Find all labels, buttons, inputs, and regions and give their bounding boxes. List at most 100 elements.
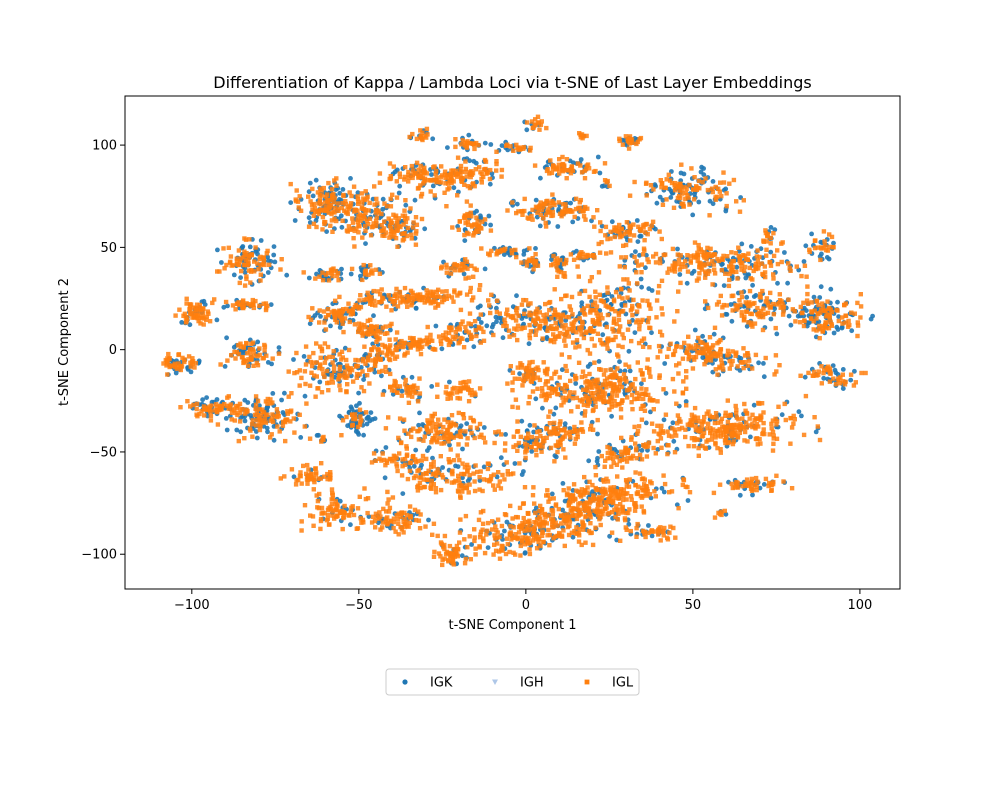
igl-point (365, 290, 370, 295)
igl-point (635, 281, 640, 286)
igk-point (234, 427, 240, 433)
igk-point (366, 514, 372, 519)
igl-point (315, 386, 320, 391)
igk-point (599, 183, 605, 189)
igl-point (380, 451, 385, 456)
igl-point (403, 219, 409, 225)
igl-point (617, 294, 622, 299)
igl-point (504, 143, 509, 148)
igl-point (374, 515, 379, 520)
igl-point (332, 216, 337, 221)
igl-point (557, 171, 562, 176)
igk-point (677, 272, 683, 277)
igl-point (644, 387, 649, 392)
igl-point (330, 513, 335, 518)
igl-point (429, 482, 434, 488)
igl-point (388, 297, 393, 302)
igl-point (612, 234, 618, 240)
igl-point (671, 205, 677, 210)
igl-point (357, 224, 362, 229)
igl-point (434, 473, 439, 478)
igl-point (322, 208, 327, 213)
igl-point (363, 268, 369, 273)
igl-point (430, 420, 435, 425)
igk-point (723, 311, 729, 317)
igk-point (502, 528, 507, 534)
igl-point (604, 376, 610, 381)
igl-point (387, 223, 393, 228)
igl-point (557, 330, 563, 336)
igl-point (277, 429, 282, 434)
igk-point (447, 442, 452, 448)
igl-point (494, 252, 499, 257)
igl-point (344, 389, 349, 394)
igl-point (370, 302, 375, 307)
igl-point (555, 274, 560, 279)
igl-point (658, 178, 663, 183)
igl-point (625, 455, 630, 461)
igl-point (226, 394, 231, 399)
igl-point (583, 330, 589, 335)
igl-point (355, 363, 360, 369)
igl-point (481, 329, 486, 335)
igl-point (486, 251, 491, 256)
igl-point (619, 255, 624, 260)
igl-point (392, 298, 398, 303)
igl-point (279, 257, 284, 262)
igl-point (229, 263, 234, 268)
igl-point (325, 512, 331, 518)
igl-point (448, 271, 454, 276)
igl-point (404, 386, 409, 391)
igl-point (600, 316, 605, 321)
igk-point (637, 252, 642, 258)
igl-point (421, 477, 426, 482)
igl-point (421, 295, 427, 301)
igl-point (455, 386, 460, 391)
igl-point (523, 366, 528, 371)
igl-point (194, 401, 200, 407)
igk-point (517, 371, 522, 377)
igl-point (349, 368, 355, 373)
igl-point (444, 384, 449, 390)
igl-point (399, 511, 404, 516)
igl-point (442, 169, 448, 174)
igl-point (435, 382, 440, 387)
igl-point (536, 120, 541, 125)
igl-point (330, 195, 335, 201)
igl-point (429, 418, 434, 423)
igl-point (624, 379, 629, 384)
igl-point (529, 371, 534, 376)
igk-point (779, 412, 785, 418)
igl-point (624, 459, 630, 464)
igl-point (694, 185, 699, 190)
igl-point (397, 174, 403, 180)
igk-point (849, 328, 855, 334)
igl-point (393, 529, 398, 534)
igl-point (467, 390, 473, 396)
igl-point (454, 390, 460, 395)
igl-point (513, 397, 519, 402)
igk-point (464, 421, 470, 426)
igl-point (431, 459, 436, 465)
igl-point (407, 468, 413, 474)
igl-point (570, 209, 575, 214)
igl-point (524, 263, 530, 268)
igl-point (609, 404, 614, 410)
igl-point (305, 481, 310, 486)
igl-point (646, 315, 652, 321)
igl-point (428, 428, 434, 434)
igl-point (204, 314, 209, 319)
igl-point (389, 228, 394, 234)
igl-point (425, 324, 430, 330)
igl-point (496, 483, 501, 488)
igl-point (416, 518, 422, 523)
igl-point (616, 312, 622, 318)
igl-point (183, 315, 189, 320)
igl-point (236, 300, 241, 305)
igl-point (397, 451, 402, 456)
igl-point (250, 340, 256, 345)
igl-point (351, 184, 357, 189)
igl-point (198, 307, 203, 312)
igl-point (241, 304, 247, 309)
igl-point (644, 444, 649, 450)
